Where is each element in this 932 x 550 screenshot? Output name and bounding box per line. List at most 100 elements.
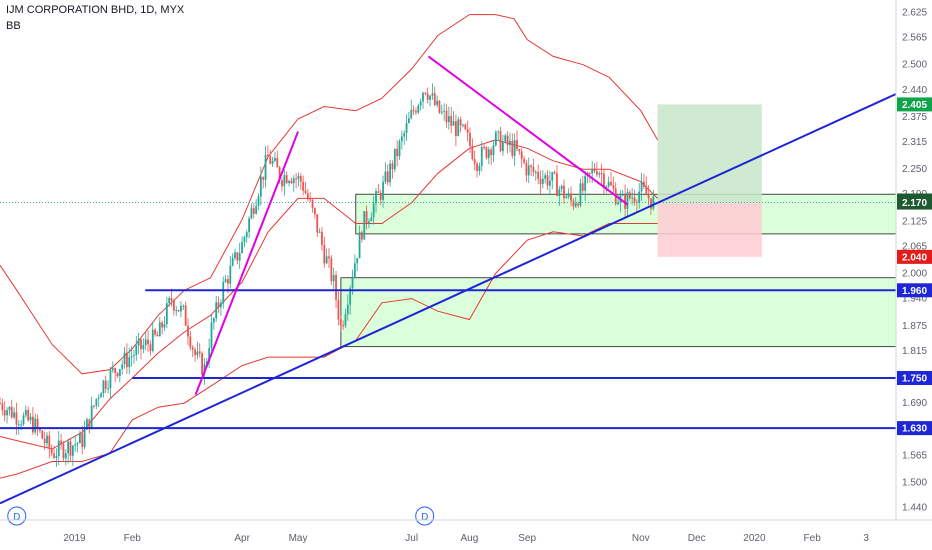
candle-body: [32, 416, 34, 433]
ascending-support-trendline: [0, 93, 897, 505]
candle-body: [231, 258, 234, 266]
candle-body: [541, 178, 544, 184]
candle-body: [607, 181, 610, 187]
candle-body: [71, 445, 74, 456]
chart-title: IJM CORPORATION BHD, 1D, MYX: [6, 4, 185, 16]
candle-body: [245, 232, 248, 238]
candle-body: [34, 418, 37, 433]
price-tick-label: 1.500: [902, 477, 927, 488]
candle-body: [560, 185, 563, 190]
candle-body: [631, 197, 634, 199]
candle-body: [288, 180, 290, 184]
price-label-text: 2.040: [902, 252, 927, 263]
candle-body: [74, 444, 77, 446]
candle-body: [236, 252, 239, 261]
candle-body: [621, 194, 624, 196]
candle-body: [487, 149, 490, 158]
candle-body: [299, 175, 302, 182]
candle-body: [462, 124, 464, 126]
candle-body: [403, 133, 406, 137]
candle-body: [389, 163, 391, 183]
time-tick-label: Feb: [124, 533, 142, 544]
candle-body: [3, 410, 6, 416]
candle-body: [276, 157, 279, 168]
candle-body: [342, 325, 344, 327]
candle-body: [210, 322, 213, 349]
price-tick-label: 1.875: [902, 321, 927, 332]
candle-body: [358, 232, 361, 259]
candle-body: [147, 339, 149, 345]
candle-body: [645, 186, 648, 196]
candle-body: [79, 433, 81, 444]
indicator-label: BB: [6, 20, 21, 32]
candle-body: [158, 322, 161, 337]
candle-body: [466, 129, 469, 133]
candle-body: [165, 303, 168, 325]
time-tick-label: Nov: [632, 533, 650, 544]
candle-body: [440, 111, 443, 113]
candle-body: [490, 149, 493, 156]
candle-body: [208, 348, 211, 362]
candle-body: [201, 353, 203, 375]
position-target-zone: [657, 104, 762, 203]
candle-body: [603, 173, 605, 188]
candle-body: [483, 146, 485, 148]
candle-body: [295, 178, 297, 180]
time-tick-label: Jul: [405, 533, 418, 544]
candle-body: [384, 171, 387, 182]
candle-body: [175, 310, 178, 312]
candle-body: [215, 302, 218, 319]
candle-body: [180, 305, 182, 312]
candle-body: [222, 282, 225, 304]
candle-body: [267, 154, 269, 157]
candle-body: [363, 211, 366, 240]
rising-channel-trendline: [194, 131, 299, 396]
candle-body: [130, 356, 133, 358]
candle-body: [405, 123, 408, 134]
candle-body: [361, 232, 363, 240]
candle-body: [135, 345, 138, 356]
price-tick-label: 2.375: [902, 112, 927, 123]
candle-body: [447, 116, 450, 123]
candle-body: [83, 429, 86, 448]
candle-body: [553, 172, 556, 174]
candle-body: [53, 453, 55, 458]
candle-body: [8, 406, 11, 411]
candle-body: [600, 173, 603, 175]
candle-body: [46, 435, 48, 444]
candle-body: [617, 202, 619, 205]
candle-body: [433, 93, 436, 105]
candle-body: [161, 322, 164, 328]
candle-body: [628, 192, 631, 199]
candle-body: [69, 441, 72, 456]
candle-body: [424, 92, 427, 94]
candle-body: [436, 100, 438, 105]
candle-body: [102, 380, 105, 394]
candle-body: [107, 388, 109, 390]
candle-body: [297, 175, 300, 179]
candle-body: [95, 398, 98, 406]
candle-body: [309, 199, 312, 201]
candle-body: [368, 221, 370, 224]
price-label-badge: [897, 421, 932, 436]
candle-body: [579, 183, 582, 206]
price-tick-label: 1.440: [902, 502, 927, 513]
candle-body: [90, 405, 93, 428]
candle-body: [24, 409, 27, 416]
candle-body: [170, 298, 173, 301]
candle-body: [330, 258, 333, 282]
candle-body: [577, 203, 579, 206]
candle-body: [323, 244, 326, 264]
candle-body: [588, 172, 591, 174]
time-tick-label: May: [289, 533, 308, 544]
candle-body: [104, 380, 107, 389]
candle-body: [551, 172, 554, 181]
candle-body: [41, 430, 44, 439]
candle-body: [494, 132, 497, 146]
candle-body: [248, 218, 250, 233]
candle-body: [346, 304, 349, 315]
candle-body: [325, 256, 328, 264]
candle-body: [290, 180, 293, 184]
